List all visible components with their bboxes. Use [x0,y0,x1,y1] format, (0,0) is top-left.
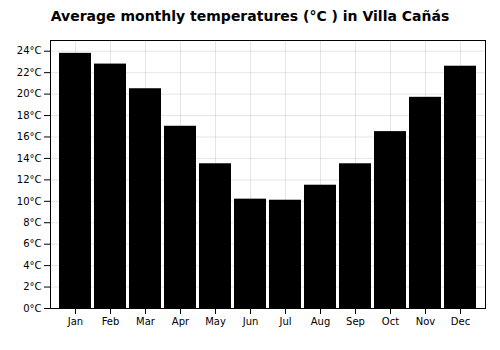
svg-text:4°C: 4°C [23,260,41,271]
svg-text:6°C: 6°C [23,238,41,249]
svg-text:14°C: 14°C [17,153,42,164]
svg-text:10°C: 10°C [17,196,42,207]
svg-text:Apr: Apr [172,316,190,327]
svg-text:24°C: 24°C [17,45,42,56]
svg-text:Aug: Aug [311,316,331,327]
svg-text:0°C: 0°C [23,303,41,314]
svg-text:Dec: Dec [451,316,470,327]
svg-text:22°C: 22°C [17,67,42,78]
svg-text:16°C: 16°C [17,131,42,142]
svg-text:Oct: Oct [382,316,399,327]
svg-text:Jan: Jan [67,316,83,327]
html-text:Average monthly temperatures (: Average monthly temperatures (°C ) in Vi… [50,8,450,24]
svg-text:Jul: Jul [278,316,291,327]
svg-text:Jun: Jun [242,316,259,327]
svg-text:20°C: 20°C [17,88,42,99]
svg-text:May: May [205,316,226,327]
svg-text:8°C: 8°C [23,217,41,228]
svg-text:Nov: Nov [416,316,436,327]
svg-text:12°C: 12°C [17,174,42,185]
svg-text:Sep: Sep [346,316,365,327]
svg-text:Mar: Mar [136,316,156,327]
svg-text:2°C: 2°C [23,281,41,292]
svg-text:18°C: 18°C [17,110,42,121]
svg-text:Feb: Feb [102,316,120,327]
